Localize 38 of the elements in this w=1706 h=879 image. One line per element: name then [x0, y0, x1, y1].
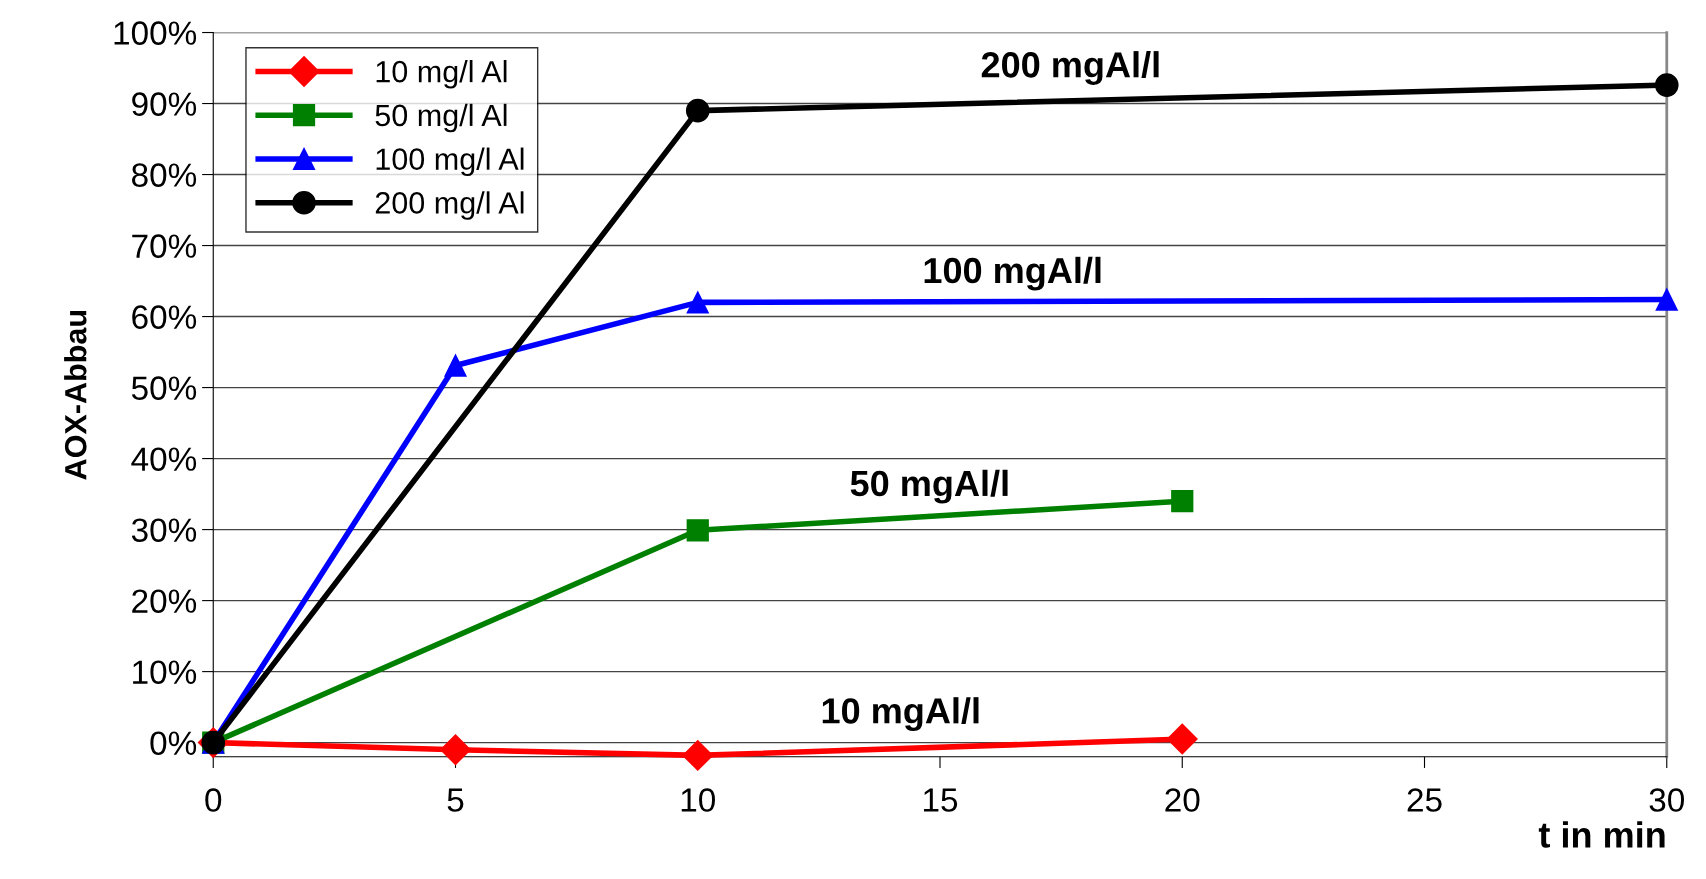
y-tick-label: 30% — [131, 518, 197, 542]
legend-label: 100 mg/l Al — [376, 147, 524, 177]
y-tick-label: 40% — [131, 447, 197, 471]
x-tick-label: 25 — [1407, 788, 1442, 812]
annotation: 10 mgAl/l — [822, 697, 979, 731]
y-tick-label: 0% — [150, 731, 197, 756]
x-tick-label: 30 — [1649, 788, 1684, 812]
point — [444, 354, 467, 377]
point — [1655, 288, 1678, 311]
point — [686, 519, 709, 542]
point — [1654, 73, 1679, 97]
y-tick-label: 60% — [132, 305, 197, 329]
x-axis-title: t in min — [1538, 821, 1665, 848]
point — [686, 291, 709, 314]
annotation: 100 mgAl/l — [924, 256, 1101, 291]
point — [685, 98, 710, 123]
point — [682, 739, 714, 771]
y-tick-label: 10% — [133, 660, 197, 685]
x-tick-label: 10 — [681, 788, 715, 812]
annotation: 50 mgAl/l — [850, 469, 1008, 504]
legend-label: 10 mg/l Al — [376, 60, 507, 89]
point — [1171, 490, 1194, 513]
legend-label: 200 mg/l Al — [375, 191, 524, 220]
x-tick-label: 15 — [924, 788, 958, 812]
x-tick-label: 0 — [205, 788, 222, 812]
legend-label: 50 mg/l Al — [375, 103, 507, 133]
point — [1166, 723, 1198, 755]
annotation: 200 mgAl/l — [981, 51, 1159, 85]
y-tick-label: 90% — [132, 92, 197, 116]
point — [440, 734, 471, 766]
y-tick-label: 70% — [132, 234, 197, 258]
y-tick-label: 20% — [132, 589, 197, 613]
y-tick-label: 50% — [131, 376, 197, 400]
x-tick-label: 5 — [447, 788, 464, 812]
x-tick-label: 20 — [1165, 788, 1200, 812]
y-tick-label: 100% — [114, 21, 197, 45]
y-axis-title: AOX-Abbau — [64, 310, 87, 480]
y-tick-label: 80% — [132, 163, 197, 187]
